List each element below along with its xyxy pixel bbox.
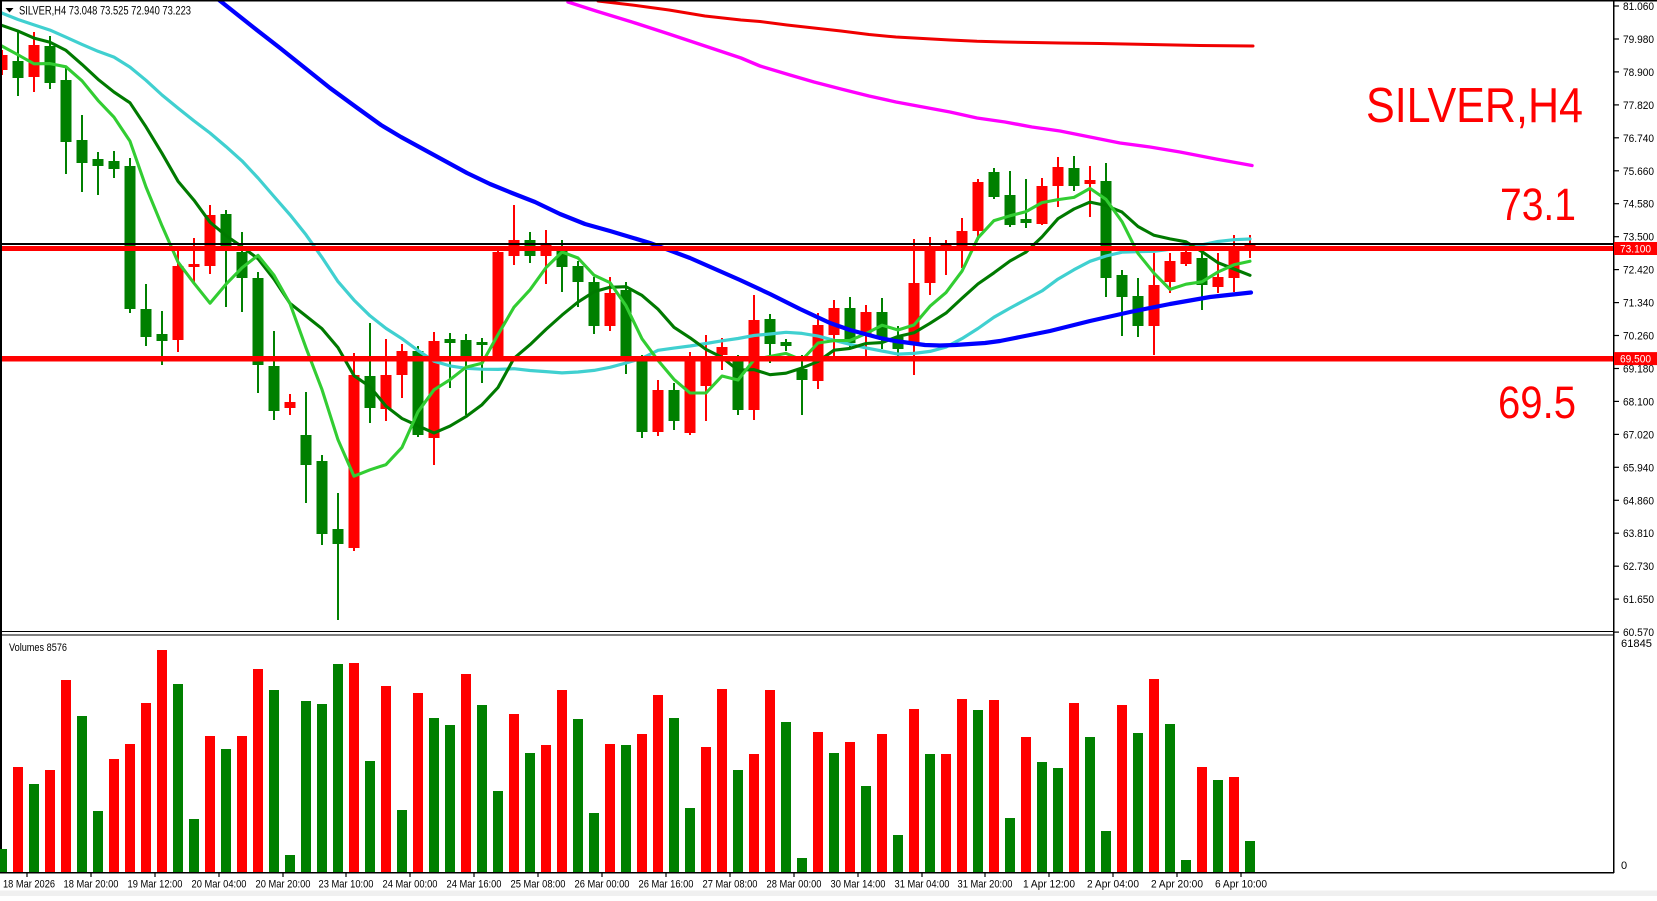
svg-text:68.100: 68.100 — [1623, 396, 1654, 408]
svg-text:31 Mar 20:00: 31 Mar 20:00 — [958, 879, 1013, 891]
svg-text:23 Mar 10:00: 23 Mar 10:00 — [319, 879, 374, 891]
svg-text:73.500: 73.500 — [1623, 232, 1654, 244]
svg-text:24 Mar 16:00: 24 Mar 16:00 — [447, 879, 502, 891]
svg-text:69.5: 69.5 — [1498, 377, 1576, 428]
svg-text:72.420: 72.420 — [1623, 265, 1654, 277]
svg-text:64.860: 64.860 — [1623, 495, 1654, 507]
svg-text:77.820: 77.820 — [1623, 100, 1654, 112]
svg-text:30 Mar 14:00: 30 Mar 14:00 — [831, 879, 886, 891]
svg-text:60.570: 60.570 — [1623, 627, 1654, 639]
svg-text:6 Apr 10:00: 6 Apr 10:00 — [1215, 879, 1267, 891]
svg-text:69.500: 69.500 — [1620, 354, 1651, 366]
svg-text:25 Mar 08:00: 25 Mar 08:00 — [511, 879, 566, 891]
svg-text:76.740: 76.740 — [1623, 133, 1654, 145]
svg-text:67.020: 67.020 — [1623, 429, 1654, 441]
svg-text:31 Mar 04:00: 31 Mar 04:00 — [895, 879, 950, 891]
svg-text:69.180: 69.180 — [1623, 364, 1654, 376]
svg-text:18 Mar 20:00: 18 Mar 20:00 — [64, 879, 119, 891]
svg-text:0: 0 — [1621, 860, 1627, 872]
svg-text:SILVER,H4: SILVER,H4 — [1366, 79, 1583, 133]
svg-text:61.650: 61.650 — [1623, 594, 1654, 606]
svg-text:1 Apr 12:00: 1 Apr 12:00 — [1023, 879, 1075, 891]
svg-text:81.060: 81.060 — [1623, 1, 1654, 13]
svg-text:26 Mar 00:00: 26 Mar 00:00 — [575, 879, 630, 891]
svg-text:71.340: 71.340 — [1623, 298, 1654, 310]
svg-text:75.660: 75.660 — [1623, 166, 1654, 178]
svg-text:18 Mar 2026: 18 Mar 2026 — [3, 879, 55, 891]
svg-text:20 Mar 20:00: 20 Mar 20:00 — [256, 879, 311, 891]
svg-text:20 Mar 04:00: 20 Mar 04:00 — [192, 879, 247, 891]
svg-text:73.100: 73.100 — [1620, 244, 1651, 256]
svg-text:62.730: 62.730 — [1623, 561, 1654, 573]
svg-text:SILVER,H4 73.048 73.525 72.94: SILVER,H4 73.048 73.525 72.940 73.223 — [19, 6, 191, 18]
svg-text:74.580: 74.580 — [1623, 199, 1654, 211]
svg-text:65.940: 65.940 — [1623, 462, 1654, 474]
svg-text:28 Mar 00:00: 28 Mar 00:00 — [767, 879, 822, 891]
svg-text:24 Mar 00:00: 24 Mar 00:00 — [383, 879, 438, 891]
svg-text:78.900: 78.900 — [1623, 67, 1654, 79]
svg-text:61845: 61845 — [1621, 638, 1652, 650]
svg-text:79.980: 79.980 — [1623, 34, 1654, 46]
svg-text:2 Apr 04:00: 2 Apr 04:00 — [1087, 879, 1139, 891]
svg-text:63.810: 63.810 — [1623, 528, 1654, 540]
svg-text:70.260: 70.260 — [1623, 331, 1654, 343]
svg-text:19 Mar 12:00: 19 Mar 12:00 — [128, 879, 183, 891]
svg-text:27 Mar 08:00: 27 Mar 08:00 — [703, 879, 758, 891]
svg-text:2 Apr 20:00: 2 Apr 20:00 — [1151, 879, 1203, 891]
svg-text:26 Mar 16:00: 26 Mar 16:00 — [639, 879, 694, 891]
svg-text:Volumes 8576: Volumes 8576 — [9, 642, 67, 654]
svg-text:73.1: 73.1 — [1500, 179, 1576, 230]
